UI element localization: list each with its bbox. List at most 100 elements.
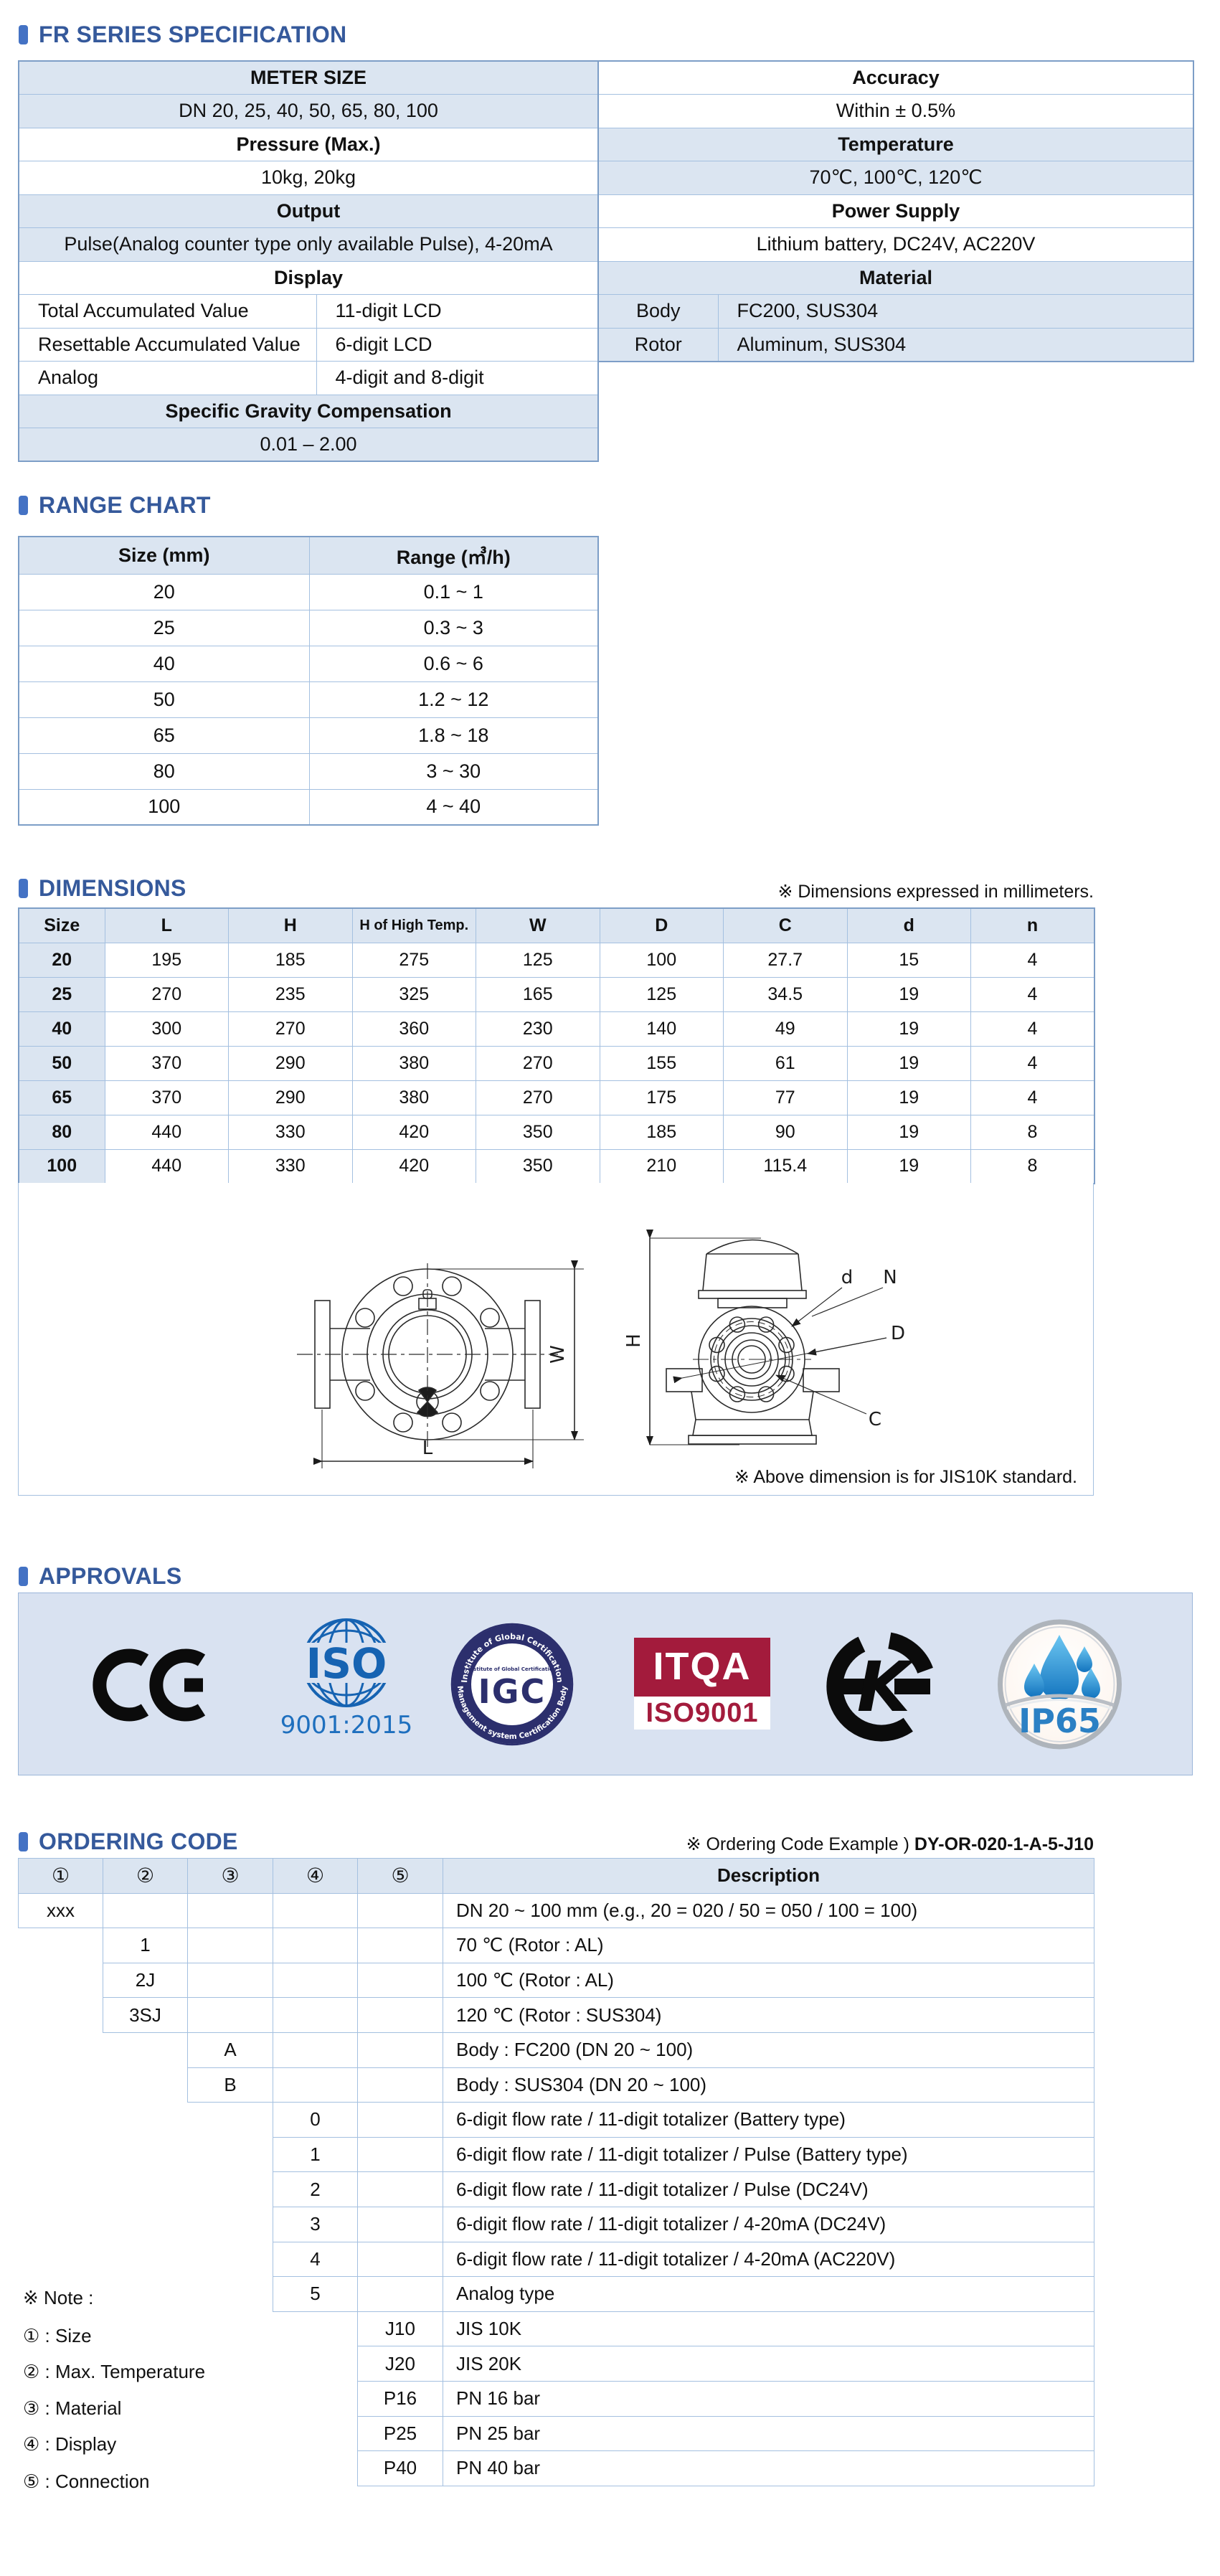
ordering-empty-area <box>18 2137 103 2172</box>
dimensions-cell: 100 <box>599 942 724 978</box>
ordering-note-line: ② : Max. Temperature <box>23 2361 206 2382</box>
ordering-description-cell: PN 40 bar <box>443 2450 1094 2486</box>
ordering-empty-area <box>103 2067 188 2103</box>
section-bullet-icon <box>19 1832 28 1851</box>
ordering-code-cell: 2 <box>273 2171 358 2207</box>
spec-left-row: Pulse(Analog counter type only available… <box>18 227 599 262</box>
dimensions-cell: 325 <box>351 976 476 1012</box>
ordering-section-title: ORDERING CODE <box>19 1829 238 1855</box>
ordering-note-line: ※ Note : <box>23 2287 94 2308</box>
spec-left-row: Total Accumulated Value 11-digit LCD <box>18 294 599 329</box>
dimensions-cell: 270 <box>104 976 229 1012</box>
ordering-empty-area <box>187 2102 273 2138</box>
dimensions-row: 20 195 185 275 125 100 27.7 15 4 <box>18 942 1095 978</box>
spec-right-row: 70℃, 100℃, 120℃ <box>597 161 1194 195</box>
dimensions-cell: 20 <box>18 942 105 978</box>
dimensions-cell: 77 <box>723 1080 848 1115</box>
ordering-row: 1 6-digit flow rate / 11-digit totalizer … <box>18 2136 1094 2173</box>
ordering-empty-area <box>103 2346 188 2382</box>
spec-left-row: METER SIZE <box>18 60 599 95</box>
ordering-code-cell: P40 <box>357 2450 443 2486</box>
spec-left-row: Analog 4-digit and 8-digit <box>18 361 599 395</box>
dimensions-cell: 140 <box>599 1011 724 1047</box>
ordering-row: J10 JIS 10K <box>18 2311 1094 2347</box>
ordering-blank-cell <box>103 1892 188 1929</box>
ordering-row: xxx DN 20 ~ 100 mm (e.g., 20 = 020 / 50 =… <box>18 1892 1094 1929</box>
ordering-note-line: ① : Size <box>23 2325 92 2346</box>
ce-mark-icon <box>90 1645 207 1729</box>
dimensions-cell: 125 <box>599 976 724 1012</box>
dimensions-cell: 290 <box>228 1080 353 1115</box>
ordering-blank-cell <box>357 1892 443 1929</box>
ordering-code-cell: 3SJ <box>103 1997 188 2033</box>
spec-left-row: Pressure (Max.) <box>18 127 599 161</box>
ordering-header-cell: ① <box>18 1858 103 1894</box>
dimensions-cell: 175 <box>599 1080 724 1115</box>
dimensions-cell: 300 <box>104 1011 229 1047</box>
spec-left-row: Display <box>18 260 599 295</box>
dimensions-cell: 25 <box>18 976 105 1012</box>
ordering-empty-area <box>187 2311 273 2346</box>
ordering-note-line: ⑤ : Connection <box>23 2471 150 2492</box>
dimensions-cell: 15 <box>846 942 971 978</box>
ordering-blank-cell <box>357 2136 443 2173</box>
ordering-empty-area <box>18 2067 103 2103</box>
spec-table-left: METER SIZE DN 20, 25, 40, 50, 65, 80, 100… <box>18 60 600 462</box>
range-cell: 1.2 ~ 12 <box>308 681 599 718</box>
spec-left-row: Output <box>18 194 599 228</box>
ordering-empty-area <box>187 2242 273 2277</box>
ordering-blank-cell <box>357 1928 443 1963</box>
ordering-code-cell: P25 <box>357 2415 443 2452</box>
spec-left-cell: DN 20, 25, 40, 50, 65, 80, 100 <box>18 94 599 128</box>
spec-left-cell: 11-digit LCD <box>316 294 599 329</box>
range-cell: 3 ~ 30 <box>308 752 599 790</box>
itqa-logo: ITQA ISO9001 <box>634 1638 770 1730</box>
dimensions-cell: 270 <box>476 1080 600 1115</box>
ordering-code-cell: J10 <box>357 2311 443 2347</box>
spec-right-cell: Material <box>597 260 1194 295</box>
dimension-drawing-panel: W L H d N D C ※ Above dimension is for J… <box>18 1183 1094 1496</box>
ordering-empty-area <box>187 2171 273 2207</box>
dimensions-cell: 380 <box>351 1080 476 1115</box>
ordering-blank-cell <box>273 2032 358 2068</box>
dimensions-cell: 380 <box>351 1045 476 1081</box>
ordering-empty-area <box>103 2311 188 2346</box>
ordering-description-cell: PN 16 bar <box>443 2380 1094 2417</box>
dimensions-row: 50 370 290 380 270 155 61 19 4 <box>18 1045 1095 1081</box>
ordering-empty-area <box>273 2416 358 2451</box>
range-header-row: Size (mm) Range (㎥/h) <box>18 536 599 575</box>
ordering-blank-cell <box>357 2276 443 2312</box>
spec-right-cell: Accuracy <box>597 60 1194 95</box>
ordering-description-cell: 70 ℃ (Rotor : AL) <box>443 1928 1094 1963</box>
dimensions-cell: 8 <box>970 1114 1095 1150</box>
dimensions-cell: 420 <box>351 1114 476 1150</box>
ip65-text: IP65 <box>1018 1702 1101 1740</box>
spec-right-cell: Lithium battery, DC24V, AC220V <box>597 227 1194 262</box>
section-bullet-icon <box>19 25 28 44</box>
dimensions-cell: 270 <box>228 1011 353 1047</box>
range-chart-table: Size (mm) Range (㎥/h) 20 0.1 ~ 1 25 0.3 ~ 3 40… <box>18 536 599 826</box>
dimensions-cell: 115.4 <box>723 1148 848 1184</box>
range-row: 65 1.8 ~ 18 <box>18 717 599 754</box>
spec-right-row: Lithium battery, DC24V, AC220V <box>597 227 1194 262</box>
range-row: 25 0.3 ~ 3 <box>18 609 599 646</box>
spec-left-row: Resettable Accumulated Value 6-digit LCD <box>18 327 599 362</box>
dimensions-cell: 330 <box>228 1114 353 1150</box>
label-d: d <box>841 1267 853 1288</box>
ordering-empty-area <box>18 2276 103 2312</box>
dimensions-cell: 370 <box>104 1045 229 1081</box>
dimensions-cell: 27.7 <box>723 942 848 978</box>
ordering-description-cell: Analog type <box>443 2276 1094 2312</box>
ordering-empty-area <box>103 2381 188 2416</box>
ordering-empty-area <box>18 1997 103 2033</box>
ordering-empty-area <box>18 2381 103 2416</box>
ordering-empty-area <box>18 2032 103 2068</box>
ordering-empty-area <box>103 2207 188 2242</box>
spec-section-title: FR SERIES SPECIFICATION <box>19 22 346 48</box>
spec-left-row: Specific Gravity Compensation <box>18 394 599 428</box>
ordering-row: J20 JIS 20K <box>18 2346 1094 2382</box>
ordering-code-cell: 4 <box>273 2241 358 2278</box>
ordering-description-cell: JIS 10K <box>443 2311 1094 2347</box>
spec-left-cell: 4-digit and 8-digit <box>316 361 599 395</box>
